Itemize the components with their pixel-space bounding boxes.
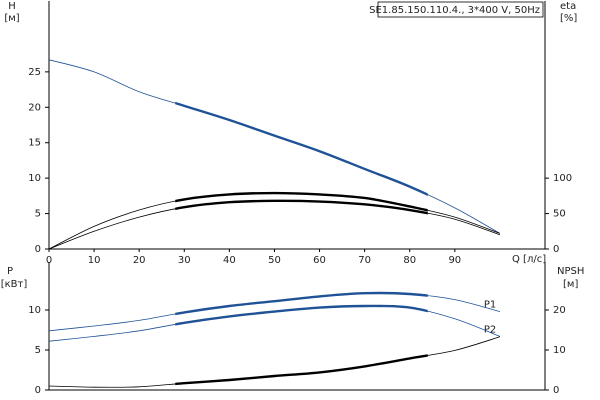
- y2-tick-label: 0: [553, 244, 559, 255]
- x-axis-label: Q [л/с]: [512, 254, 546, 265]
- curve-label: P1: [484, 300, 496, 311]
- y2-axis-label: [м]: [563, 279, 578, 290]
- y2-axis-label: [%]: [560, 13, 577, 24]
- y-tick-label: 25: [28, 67, 41, 78]
- x-tick-label: 80: [403, 255, 416, 266]
- y-axis-label: P: [7, 266, 13, 277]
- y2-axis-label: eta: [560, 1, 576, 12]
- curve-operating-range: [175, 101, 428, 197]
- x-tick-label: 70: [358, 255, 371, 266]
- title-box: [377, 1, 544, 18]
- y2-tick-label: 20: [553, 305, 566, 316]
- curve-operating-range: [175, 199, 428, 215]
- curve-operating-range: [175, 191, 428, 212]
- x-tick-label: 0: [46, 255, 52, 266]
- y-tick-label: 5: [35, 345, 41, 356]
- y2-tick-label: 50: [553, 209, 566, 220]
- curve: [48, 59, 501, 234]
- x-tick-label: 60: [313, 255, 326, 266]
- y2-axis-label: NPSH: [557, 266, 584, 277]
- y-axis-label: H: [8, 1, 16, 12]
- curve: [48, 336, 501, 388]
- y-tick-label: 10: [28, 305, 41, 316]
- x-tick-label: 30: [178, 255, 191, 266]
- y-tick-label: 15: [28, 138, 41, 149]
- y2-tick-label: 10: [553, 345, 566, 356]
- y-tick-label: 10: [28, 173, 41, 184]
- x-tick-label: 50: [268, 255, 281, 266]
- curve-operating-range: [175, 354, 428, 386]
- x-tick-label: 90: [448, 255, 461, 266]
- y-tick-label: 20: [28, 102, 41, 113]
- curve-operating-range: [175, 304, 428, 326]
- x-tick-label: 40: [223, 255, 236, 266]
- chart-title: SE1.85.150.110.4., 3*400 V, 50Hz: [369, 5, 540, 16]
- curve-label: P2: [484, 324, 496, 335]
- curve-operating-range: [175, 291, 428, 316]
- y-tick-label: 5: [35, 209, 41, 220]
- x-tick-label: 10: [88, 255, 101, 266]
- y-tick-label: 0: [35, 385, 41, 396]
- y-axis-label: [м]: [4, 13, 19, 24]
- x-tick-label: 20: [133, 255, 146, 266]
- y2-tick-label: 100: [553, 173, 572, 184]
- curve: [48, 200, 501, 250]
- y2-tick-label: 0: [553, 385, 559, 396]
- y-tick-label: 0: [35, 244, 41, 255]
- y-axis-label: [кВт]: [1, 279, 28, 290]
